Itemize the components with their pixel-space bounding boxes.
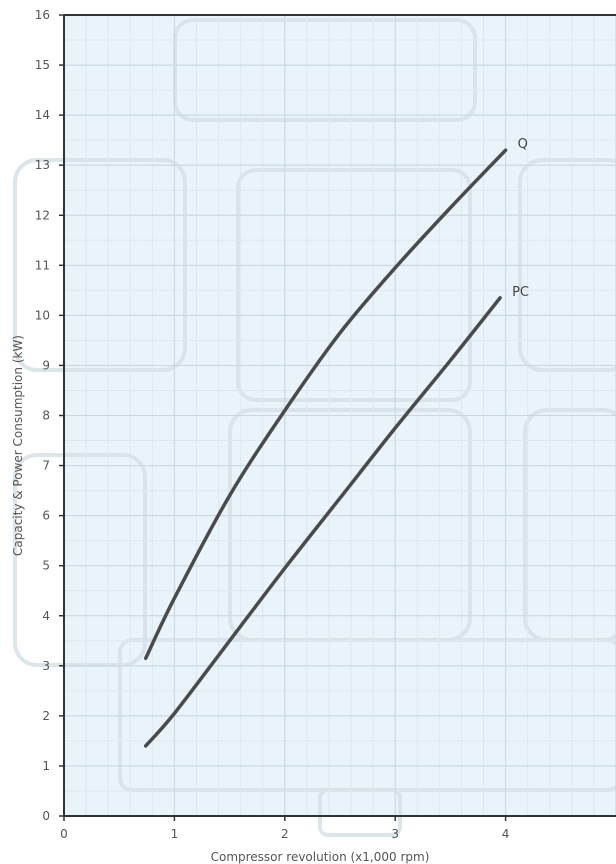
y-tick-label: 3 xyxy=(42,659,50,673)
x-axis-title: Compressor revolution (x1,000 rpm) xyxy=(211,850,430,864)
y-tick-label: 8 xyxy=(42,409,50,423)
deco-shape xyxy=(318,788,402,837)
deco-shape xyxy=(173,18,477,122)
y-tick-label: 11 xyxy=(35,258,50,272)
y-tick-label: 5 xyxy=(42,559,50,573)
y-tick-label: 6 xyxy=(42,509,50,523)
y-tick-label: 9 xyxy=(42,358,50,372)
series-label-pc: PC xyxy=(512,285,529,300)
x-tick-label: 4 xyxy=(502,827,510,841)
y-tick-label: 15 xyxy=(35,58,50,72)
series-layer: Q PC xyxy=(143,137,529,748)
y-tick-label: 14 xyxy=(35,108,50,122)
deco-shape xyxy=(236,168,472,402)
deco-shape xyxy=(13,453,147,667)
y-tick-label: 1 xyxy=(42,759,50,773)
x-tick-label: 0 xyxy=(60,827,68,841)
x-tick-label: 1 xyxy=(171,827,179,841)
y-tick-label: 7 xyxy=(42,459,50,473)
y-tick-label: 0 xyxy=(42,809,50,823)
x-axis-ticks: 0 1 2 3 4 xyxy=(60,816,509,841)
y-tick-label: 4 xyxy=(42,609,50,623)
x-tick-label: 3 xyxy=(391,827,399,841)
y-tick-label: 13 xyxy=(35,158,50,172)
series-label-q: Q xyxy=(518,137,528,152)
y-tick-label: 12 xyxy=(35,208,50,222)
y-tick-label: 16 xyxy=(35,8,50,22)
series-line-pc xyxy=(143,296,502,748)
series-line-q xyxy=(143,148,508,661)
x-tick-label: 2 xyxy=(281,827,289,841)
background-unit-illustration xyxy=(13,18,616,837)
y-tick-label: 10 xyxy=(35,308,50,322)
y-tick-label: 2 xyxy=(42,709,50,723)
y-axis-title: Capacity & Power Consumption (kW) xyxy=(11,335,25,556)
